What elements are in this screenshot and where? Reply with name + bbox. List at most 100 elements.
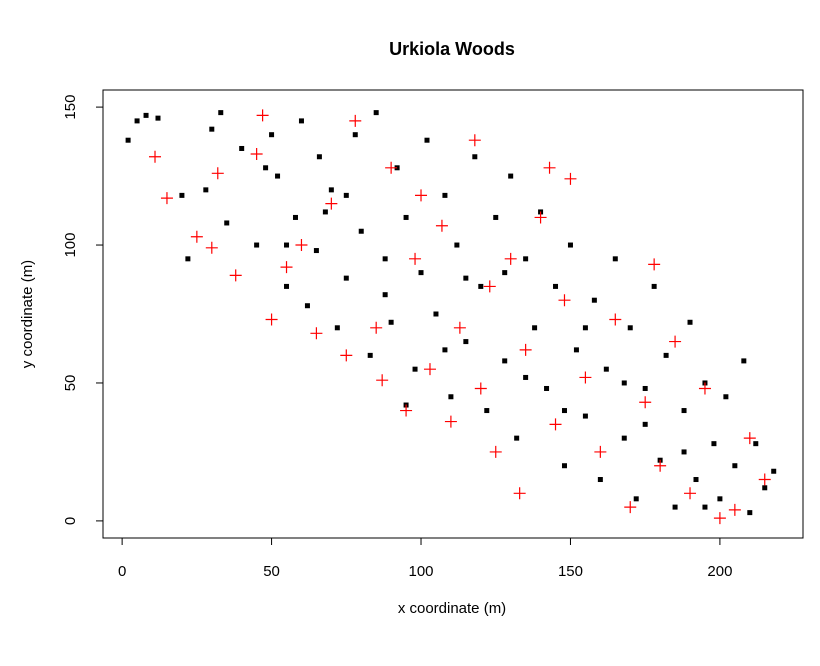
point bbox=[211, 167, 224, 180]
point bbox=[316, 154, 322, 160]
point bbox=[591, 297, 597, 303]
point bbox=[373, 110, 379, 116]
point bbox=[304, 303, 310, 309]
point bbox=[155, 115, 161, 121]
point bbox=[358, 228, 364, 234]
point bbox=[672, 504, 678, 510]
point bbox=[325, 197, 338, 210]
point bbox=[669, 335, 682, 348]
point bbox=[382, 256, 388, 262]
point bbox=[723, 394, 729, 400]
point bbox=[612, 256, 618, 262]
point bbox=[758, 473, 771, 486]
point bbox=[190, 230, 203, 243]
point bbox=[762, 485, 768, 491]
point bbox=[582, 413, 588, 419]
point bbox=[179, 192, 185, 198]
point bbox=[370, 321, 383, 334]
point bbox=[648, 258, 661, 271]
point bbox=[463, 275, 469, 281]
point bbox=[218, 110, 224, 116]
point bbox=[771, 468, 777, 474]
point bbox=[747, 510, 753, 516]
point bbox=[403, 214, 409, 220]
point bbox=[454, 242, 460, 248]
point bbox=[534, 211, 547, 224]
point bbox=[424, 137, 430, 143]
point bbox=[400, 404, 413, 417]
point bbox=[280, 261, 293, 274]
point bbox=[448, 394, 454, 400]
point bbox=[442, 347, 448, 353]
point bbox=[728, 503, 741, 516]
x-tick-label: 150 bbox=[558, 563, 583, 580]
y-tick-label: 150 bbox=[62, 95, 79, 120]
point bbox=[741, 358, 747, 364]
point bbox=[125, 137, 131, 143]
x-tick-label: 50 bbox=[263, 563, 280, 580]
point bbox=[484, 408, 490, 414]
y-tick-label: 100 bbox=[62, 233, 79, 258]
point bbox=[224, 220, 230, 226]
point bbox=[409, 252, 422, 265]
point bbox=[681, 408, 687, 414]
point bbox=[561, 463, 567, 469]
point bbox=[603, 366, 609, 372]
x-tick-label: 200 bbox=[707, 563, 732, 580]
point bbox=[474, 382, 487, 395]
point bbox=[483, 280, 496, 293]
point bbox=[544, 385, 550, 391]
point bbox=[205, 241, 218, 254]
point bbox=[250, 148, 263, 160]
point bbox=[564, 172, 577, 185]
point bbox=[654, 459, 667, 472]
point bbox=[468, 134, 481, 147]
point bbox=[263, 165, 269, 171]
point bbox=[256, 109, 269, 122]
point bbox=[160, 192, 173, 205]
point bbox=[609, 313, 622, 326]
point bbox=[663, 352, 669, 358]
point bbox=[343, 275, 349, 281]
point bbox=[493, 214, 499, 220]
point bbox=[412, 366, 418, 372]
point bbox=[472, 154, 478, 160]
point bbox=[418, 270, 424, 276]
point bbox=[633, 496, 639, 502]
point bbox=[254, 242, 260, 248]
point bbox=[322, 209, 328, 215]
point bbox=[651, 283, 657, 289]
y-tick-label: 50 bbox=[62, 375, 79, 392]
point bbox=[284, 242, 290, 248]
point bbox=[340, 349, 353, 362]
point bbox=[519, 343, 532, 356]
point bbox=[185, 256, 191, 262]
y-tick-label: 0 bbox=[62, 517, 79, 525]
y-axis-label: y coordinate (m) bbox=[19, 260, 36, 368]
point bbox=[149, 150, 162, 163]
point bbox=[435, 219, 448, 232]
x-tick-label: 100 bbox=[409, 563, 434, 580]
point bbox=[310, 327, 323, 340]
point bbox=[558, 294, 571, 307]
point bbox=[573, 347, 579, 353]
point bbox=[594, 445, 607, 458]
point bbox=[415, 189, 428, 202]
point bbox=[239, 145, 245, 151]
point bbox=[478, 283, 484, 289]
point bbox=[143, 112, 149, 118]
point bbox=[561, 408, 567, 414]
point bbox=[523, 374, 529, 380]
point bbox=[621, 435, 627, 441]
point bbox=[334, 325, 340, 331]
point bbox=[134, 118, 140, 124]
point bbox=[388, 319, 394, 325]
point bbox=[349, 114, 362, 127]
point bbox=[702, 504, 708, 510]
point bbox=[313, 248, 319, 254]
point bbox=[642, 385, 648, 391]
point bbox=[523, 256, 529, 262]
point bbox=[295, 239, 308, 252]
